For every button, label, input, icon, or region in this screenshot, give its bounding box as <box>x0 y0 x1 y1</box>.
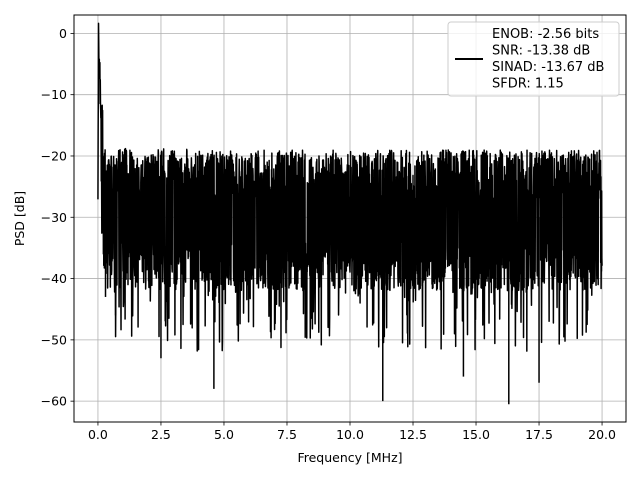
x-tick-label: 5.0 <box>214 427 234 442</box>
x-tick-label: 20.0 <box>588 427 616 442</box>
y-tick-label: −40 <box>41 271 67 286</box>
plot-area <box>97 22 603 405</box>
x-tick-label: 2.5 <box>151 427 171 442</box>
legend-snr: SNR: -13.38 dB <box>492 44 590 59</box>
x-axis-label: Frequency [MHz] <box>297 450 402 465</box>
legend-sinad: SINAD: -13.67 dB <box>492 60 604 75</box>
y-tick-label: −30 <box>41 210 67 225</box>
x-tick-label: 12.5 <box>399 427 427 442</box>
legend: ENOB: -2.56 bits SNR: -13.38 dB SINAD: -… <box>447 21 620 97</box>
y-tick-label: −20 <box>41 148 67 163</box>
legend-sfdr: SFDR: 1.15 <box>492 77 564 92</box>
x-tick-label: 10.0 <box>336 427 364 442</box>
legend-enob: ENOB: -2.56 bits <box>492 27 599 42</box>
y-axis-label: PSD [dB] <box>12 191 27 246</box>
x-tick-label: 7.5 <box>277 427 297 442</box>
legend-box <box>447 21 620 97</box>
y-tick-label: −50 <box>41 332 67 347</box>
psd-series-line <box>97 22 603 352</box>
y-tick-label: 0 <box>59 26 67 41</box>
x-tick-label: 15.0 <box>462 427 490 442</box>
y-tick-label: −60 <box>41 394 67 409</box>
y-tick-label: −10 <box>41 87 67 102</box>
x-tick-label: 0.0 <box>88 427 108 442</box>
x-tick-label: 17.5 <box>525 427 553 442</box>
axis-ticks: 0.0 2.5 5.0 7.5 10.0 12.5 15.0 17.5 20.0 0 −10 −20 −… <box>41 26 616 442</box>
